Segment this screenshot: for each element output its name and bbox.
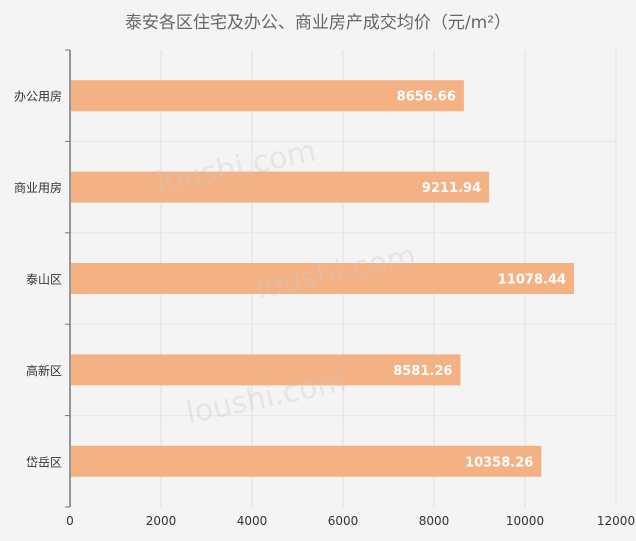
x-tick-label: 4000 [237,514,268,528]
chart-title: 泰安各区住宅及办公、商业房产成交均价（元/m²） [124,13,512,33]
bar-value-label: 8656.66 [397,90,456,105]
bar [71,354,461,386]
y-category-label: 岱岳区 [26,455,62,469]
y-category-label: 泰山区 [26,273,62,287]
y-category-label: 办公用房 [14,89,62,104]
x-tick-label: 6000 [328,514,359,528]
x-tick-label: 2000 [146,514,177,528]
bar-value-label: 11078.44 [498,273,566,288]
x-tick-label: 0 [66,514,74,528]
bar-value-label: 10358.26 [465,455,533,470]
x-tick-label: 8000 [419,514,450,528]
bar [71,445,542,477]
bar [71,263,575,294]
bar [71,171,490,203]
bar-value-label: 8581.26 [393,364,452,379]
x-tick-label: 10000 [506,514,544,528]
bar-value-label: 9211.94 [422,181,481,196]
y-category-label: 高新区 [26,363,62,378]
bar [71,80,464,112]
x-tick-label: 12000 [597,514,635,528]
y-category-label: 商业用房 [14,180,62,195]
